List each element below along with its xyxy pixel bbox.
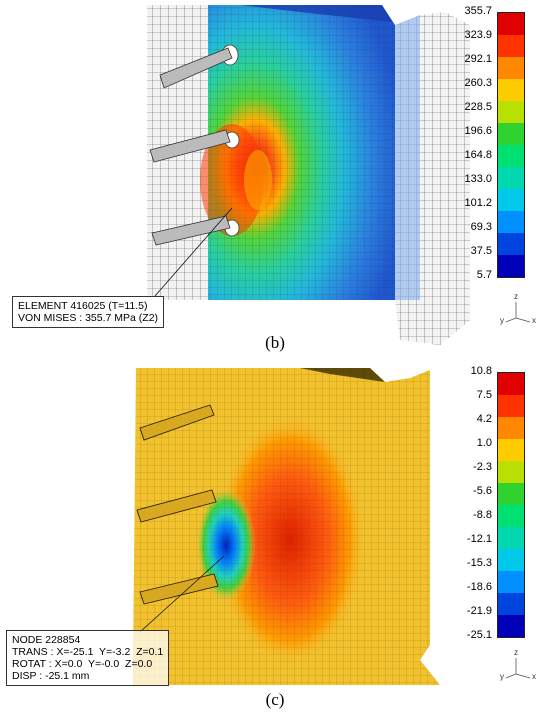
info-line-2: TRANS : X=-25.1 Y=-3.2 Z=0.1 — [12, 646, 164, 658]
legend-tick-label: -8.8 — [473, 509, 492, 521]
triad-x-label: x — [532, 316, 536, 325]
triad-y-label: y — [500, 672, 504, 681]
triad-y-label: y — [500, 316, 504, 325]
legend-tick-label: 133.0 — [464, 173, 492, 185]
triad-x-label: x — [532, 672, 536, 681]
fe-model-stress-plot — [147, 5, 470, 345]
element-info-box: ELEMENT 416025 (T=11.5) VON MISES : 355.… — [12, 296, 165, 328]
legend-tick-label: 101.2 — [464, 197, 492, 209]
leader-line — [139, 555, 225, 633]
legend-tick-label: 228.5 — [464, 101, 492, 113]
leader-line — [154, 207, 233, 297]
panel-b-von-mises: 355.7 323.9 292.1 260.3 228.5 196.6 164.8 133.0… — [12, 5, 536, 352]
legend-tick-label: 37.5 — [470, 245, 492, 257]
info-line-1: NODE 228854 — [12, 634, 81, 646]
legend-tick-label: -5.6 — [473, 485, 492, 497]
legend-tick-label: -18.6 — [466, 581, 492, 593]
triad-z-label: z — [514, 648, 518, 657]
node-info-box: NODE 228854 TRANS : X=-25.1 Y=-3.2 Z=0.1… — [6, 630, 170, 686]
legend-tick-label: 292.1 — [464, 53, 492, 65]
legend-tick-label: -2.3 — [473, 461, 492, 473]
info-line-2: VON MISES : 355.7 MPa (Z2) — [18, 312, 159, 324]
legend-tick-label: 1.0 — [476, 437, 492, 449]
legend-tick-label: -12.1 — [466, 533, 492, 545]
legend-tick-label: -25.1 — [466, 629, 492, 641]
legend-tick-label: 196.6 — [464, 125, 492, 137]
triad-z-label: z — [514, 292, 518, 301]
legend-tick-label: 164.8 — [464, 149, 492, 161]
legend-tick-label: 5.7 — [476, 269, 492, 281]
caption-c: (c) — [265, 690, 285, 709]
stiffener-ribs — [136, 404, 219, 605]
legend-tick-label: 69.3 — [470, 221, 492, 233]
legend-tick-label: 323.9 — [464, 29, 492, 41]
stiffener-ribs — [149, 47, 233, 246]
legend-tick-label: -15.3 — [466, 557, 492, 569]
axis-triad: z y x — [500, 292, 536, 325]
info-line-3: ROTAT : X=0.0 Y=-0.0 Z=0.0 — [12, 658, 153, 670]
info-line-4: DISP : -25.1 mm — [12, 670, 90, 682]
colorbar — [497, 372, 525, 638]
axis-triad: z y x — [500, 648, 536, 681]
legend-tick-label: 10.8 — [470, 365, 492, 377]
legend-tick-label: 260.3 — [464, 77, 492, 89]
caption-b: (b) — [265, 333, 285, 352]
info-line-1: ELEMENT 416025 (T=11.5) — [18, 300, 148, 312]
fe-model-displacement-plot — [133, 368, 440, 685]
legend-tick-label: 355.7 — [464, 5, 492, 17]
legend-tick-label: -21.9 — [466, 605, 492, 617]
panel-c-displacement: 10.8 7.5 4.2 1.0 -2.3 -5.6 -8.8 -12.1 -15.3 -18.6… — [0, 360, 550, 716]
legend-tick-label: 4.2 — [476, 413, 492, 425]
colorbar — [497, 12, 525, 278]
legend-tick-label: 7.5 — [476, 389, 492, 401]
